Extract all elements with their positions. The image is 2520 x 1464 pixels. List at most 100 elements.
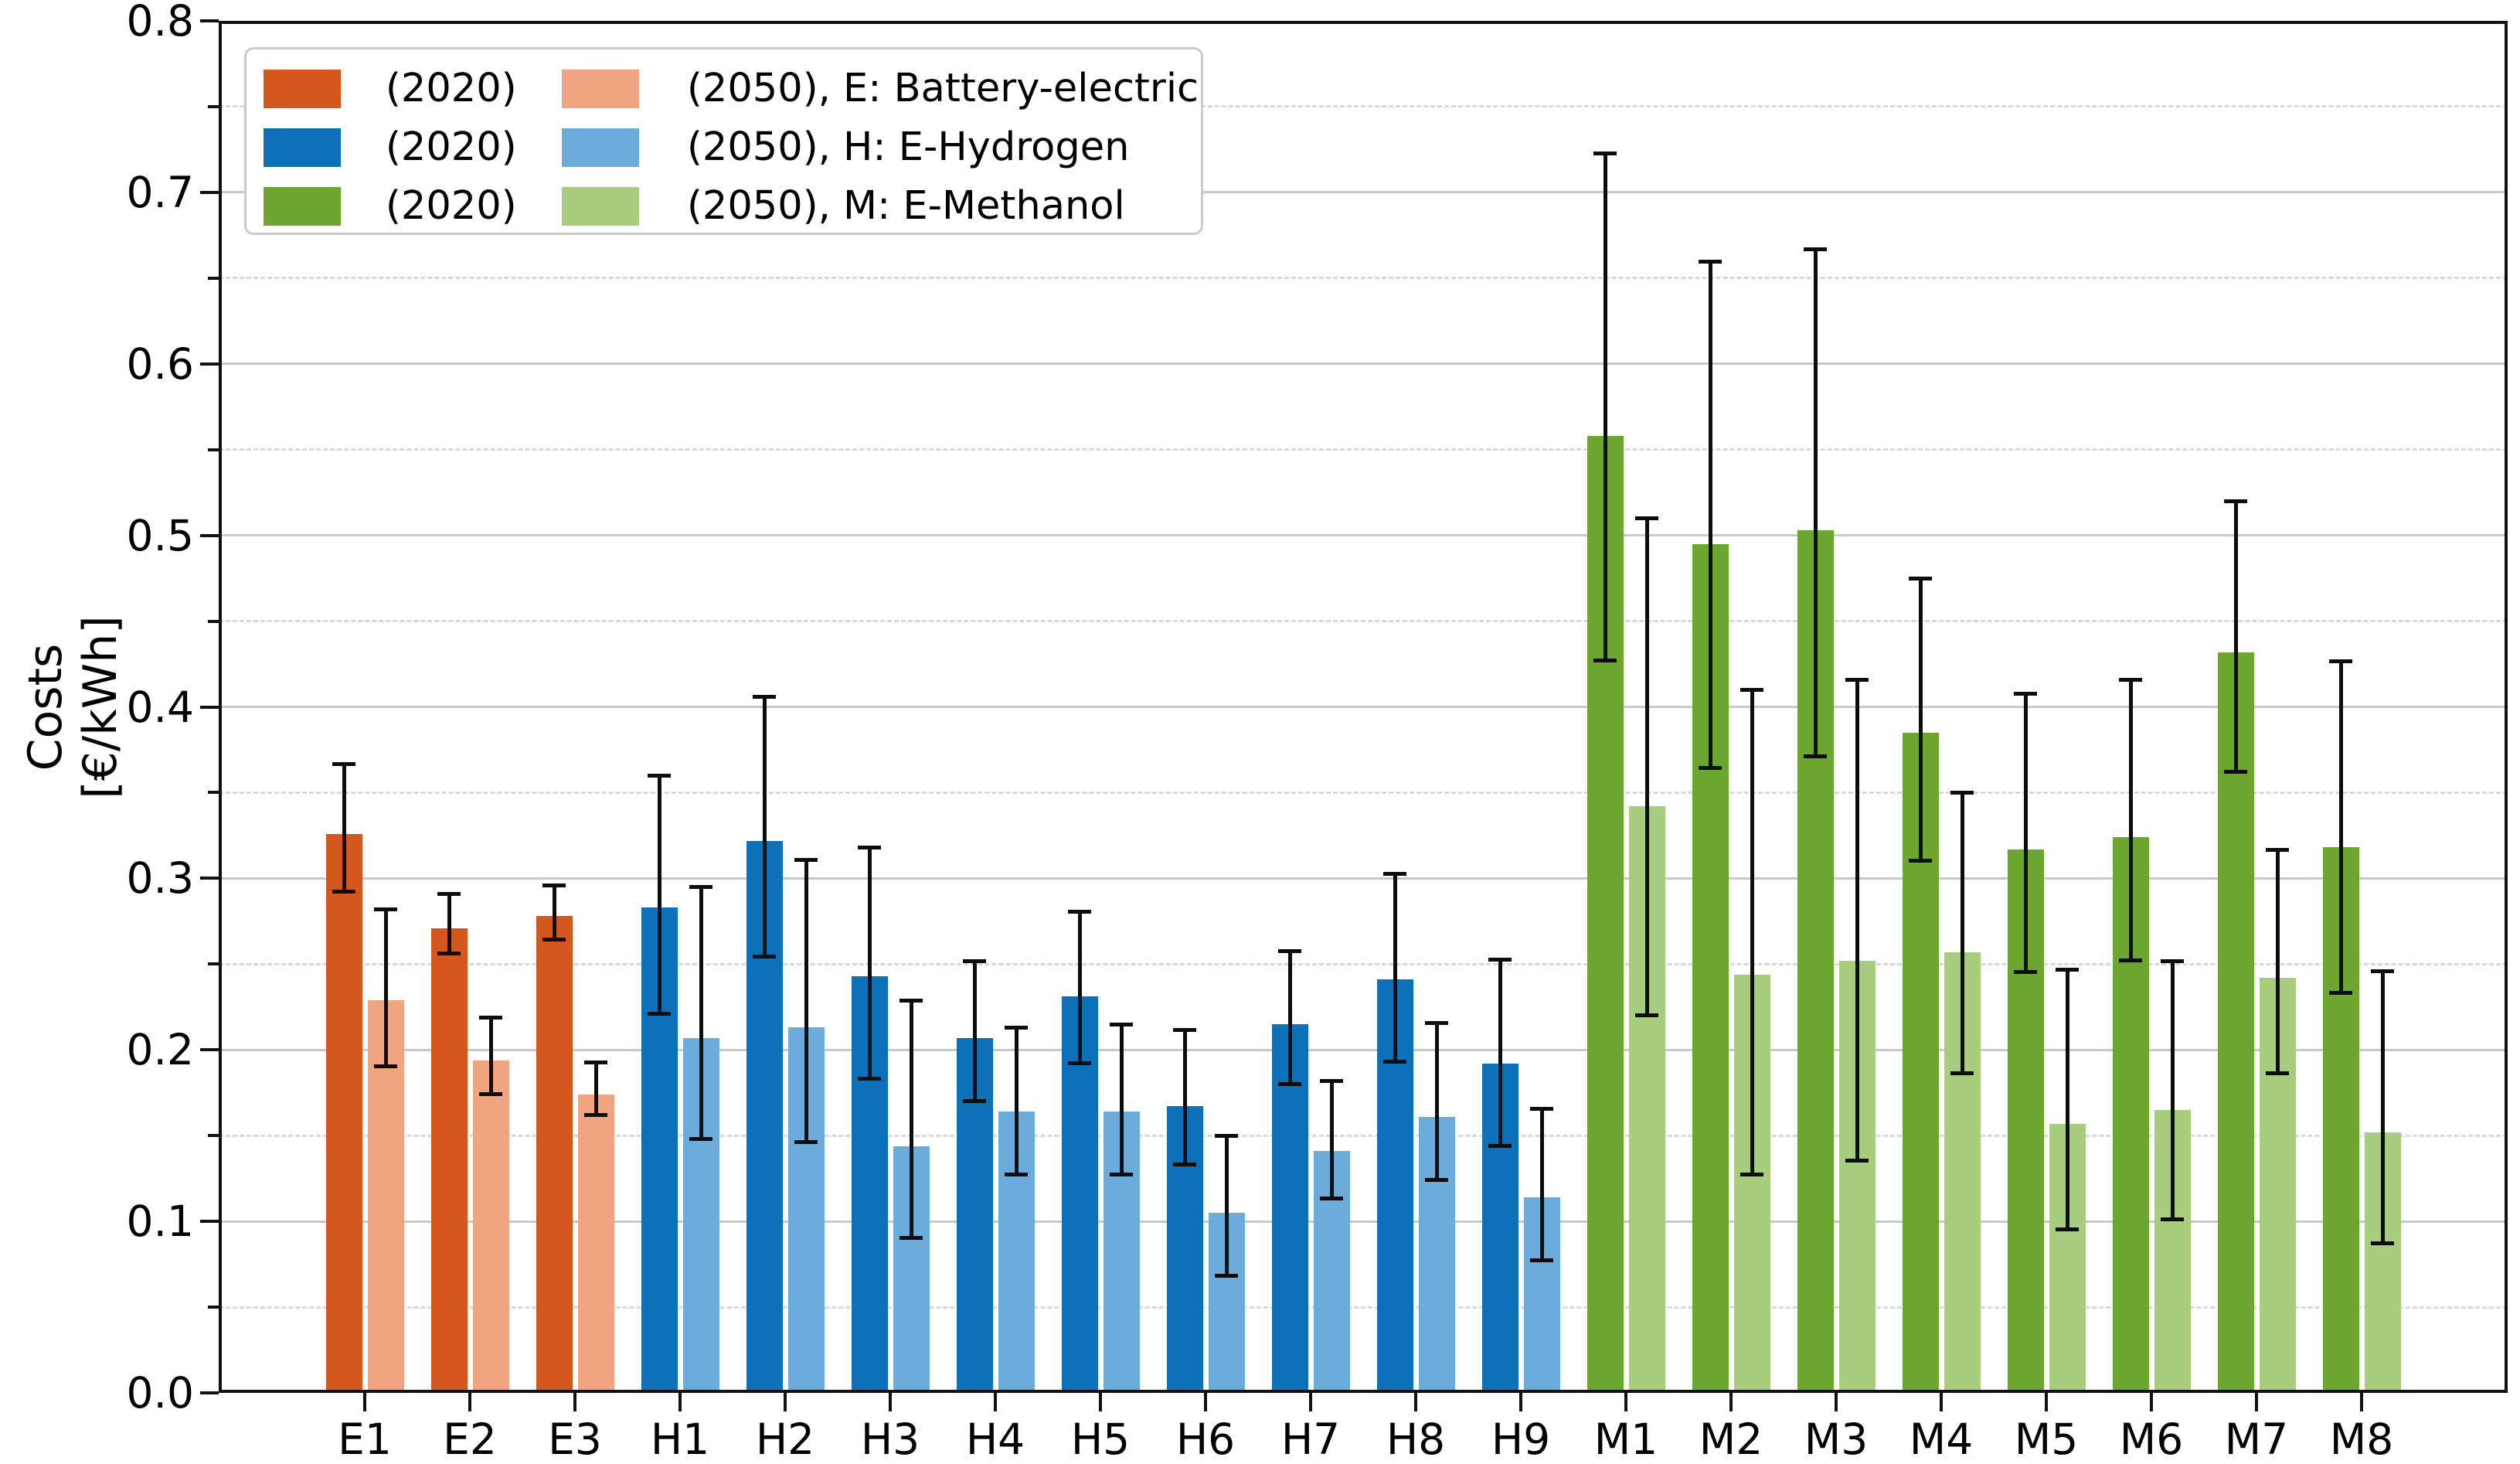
x-tick bbox=[2150, 1393, 2153, 1411]
errorbar-cap-top bbox=[2224, 499, 2247, 504]
y-tick bbox=[200, 190, 219, 194]
x-tick bbox=[1729, 1393, 1733, 1411]
errorbar-cap-top bbox=[1635, 516, 1658, 521]
errorbar-M2-2050 bbox=[1750, 689, 1754, 1176]
x-tick bbox=[1519, 1393, 1522, 1411]
errorbar-cap-bottom bbox=[794, 1140, 818, 1145]
errorbar-cap-top bbox=[1845, 678, 1869, 682]
bar-E2-2050 bbox=[472, 1060, 509, 1393]
errorbar-H6-2020 bbox=[1182, 1029, 1187, 1165]
legend-swatch-2050 bbox=[562, 69, 639, 108]
x-tick-label: H4 bbox=[965, 1415, 1025, 1464]
x-tick-label: E1 bbox=[338, 1415, 392, 1464]
y-tick bbox=[200, 1220, 219, 1224]
errorbar-cap-bottom bbox=[437, 952, 461, 955]
legend-label-2050: (2050), E: Battery-electric bbox=[687, 66, 1199, 111]
gridline-major bbox=[219, 191, 2508, 194]
legend-label-2020: (2020) bbox=[386, 66, 517, 111]
gridline-minor bbox=[219, 962, 2508, 965]
errorbar-cap-bottom bbox=[2266, 1071, 2289, 1076]
x-tick bbox=[994, 1393, 997, 1411]
plot-area bbox=[219, 21, 2508, 1393]
bar-E3-2050 bbox=[577, 1094, 614, 1393]
errorbar-cap-bottom bbox=[1215, 1274, 1238, 1278]
errorbar-H8-2020 bbox=[1393, 873, 1397, 1062]
errorbar-cap-bottom bbox=[1005, 1173, 1028, 1177]
errorbar-cap-bottom bbox=[648, 1011, 671, 1016]
errorbar-cap-top bbox=[1173, 1027, 1196, 1032]
gridline-major bbox=[219, 363, 2508, 366]
errorbar-E3-2050 bbox=[593, 1061, 598, 1115]
errorbar-M5-2050 bbox=[2065, 969, 2069, 1231]
errorbar-cap-top bbox=[648, 774, 671, 778]
errorbar-cap-bottom bbox=[1425, 1177, 1448, 1182]
legend-swatch-2020 bbox=[264, 128, 341, 167]
errorbar-cap-bottom bbox=[2119, 958, 2142, 962]
y-tick-label: 0.4 bbox=[126, 682, 194, 732]
errorbar-cap-bottom bbox=[1593, 658, 1617, 662]
errorbar-cap-top bbox=[1488, 957, 1512, 962]
y-tick bbox=[200, 705, 219, 709]
errorbar-cap-top bbox=[1593, 151, 1617, 155]
errorbar-cap-bottom bbox=[584, 1112, 607, 1117]
x-tick-label: H9 bbox=[1491, 1415, 1551, 1464]
gridline-minor bbox=[219, 791, 2508, 794]
y-tick-minor bbox=[208, 276, 219, 280]
errorbar-M5-2020 bbox=[2023, 693, 2028, 973]
errorbar-H2-2050 bbox=[804, 859, 808, 1143]
x-tick-label: M1 bbox=[1593, 1415, 1658, 1464]
errorbar-cap-bottom bbox=[479, 1091, 502, 1096]
y-tick-label: 0.6 bbox=[126, 339, 194, 389]
errorbar-cap-bottom bbox=[2224, 769, 2247, 774]
x-tick bbox=[784, 1393, 787, 1411]
errorbar-cap-top bbox=[900, 998, 923, 1003]
errorbar-cap-bottom bbox=[858, 1076, 881, 1081]
errorbar-E2-2050 bbox=[488, 1017, 493, 1095]
errorbar-cap-top bbox=[2329, 659, 2352, 663]
errorbar-H4-2050 bbox=[1014, 1027, 1019, 1176]
x-tick-label: H3 bbox=[860, 1415, 920, 1464]
gridline-major bbox=[219, 534, 2508, 537]
errorbar-cap-top bbox=[1909, 577, 1932, 581]
errorbar-cap-top bbox=[1320, 1079, 1343, 1084]
x-tick bbox=[2360, 1393, 2363, 1411]
errorbar-M3-2050 bbox=[1855, 679, 1859, 1162]
legend-label-2050: (2050), M: E-Methanol bbox=[687, 183, 1125, 229]
gridline-major bbox=[219, 877, 2508, 880]
x-tick bbox=[1940, 1393, 1943, 1411]
errorbar-cap-bottom bbox=[1740, 1173, 1763, 1177]
gridline-major bbox=[219, 1048, 2508, 1051]
errorbar-M1-2020 bbox=[1603, 152, 1607, 661]
legend-row: (2020) (2050), E: Battery-electric bbox=[247, 61, 1201, 116]
errorbar-cap-bottom bbox=[374, 1064, 397, 1069]
legend-row: (2020) (2050), H: E-Hydrogen bbox=[247, 120, 1201, 175]
errorbar-H7-2050 bbox=[1329, 1081, 1334, 1200]
errorbar-cap-bottom bbox=[1845, 1159, 1869, 1163]
errorbar-cap-top bbox=[2014, 691, 2037, 696]
x-tick bbox=[468, 1393, 471, 1411]
errorbar-cap-bottom bbox=[2014, 970, 2037, 975]
gridline-major bbox=[219, 1220, 2508, 1223]
errorbar-H5-2050 bbox=[1119, 1023, 1124, 1176]
errorbar-cap-bottom bbox=[2161, 1217, 2184, 1221]
errorbar-cap-top bbox=[1068, 909, 1091, 914]
gridline-minor bbox=[219, 1306, 2508, 1309]
errorbar-cap-top bbox=[1278, 948, 1301, 953]
errorbar-cap-bottom bbox=[1110, 1173, 1133, 1177]
x-tick bbox=[1309, 1393, 1312, 1411]
y-tick-label: 0.5 bbox=[126, 510, 194, 560]
errorbar-cap-top bbox=[2371, 969, 2394, 974]
x-tick-label: M5 bbox=[2014, 1415, 2079, 1464]
errorbar-H7-2020 bbox=[1287, 950, 1292, 1084]
errorbar-H9-2020 bbox=[1498, 958, 1502, 1146]
x-tick bbox=[1099, 1393, 1102, 1411]
x-tick bbox=[678, 1393, 682, 1411]
x-tick-label: H6 bbox=[1175, 1415, 1236, 1464]
x-tick-label: H2 bbox=[755, 1415, 815, 1464]
bar-E3-2020 bbox=[536, 916, 573, 1393]
errorbar-cap-top bbox=[689, 885, 712, 890]
errorbar-cap-bottom bbox=[753, 955, 776, 959]
errorbar-cap-top bbox=[332, 761, 355, 766]
errorbar-H5-2020 bbox=[1077, 911, 1082, 1064]
errorbar-M1-2050 bbox=[1644, 518, 1649, 1016]
